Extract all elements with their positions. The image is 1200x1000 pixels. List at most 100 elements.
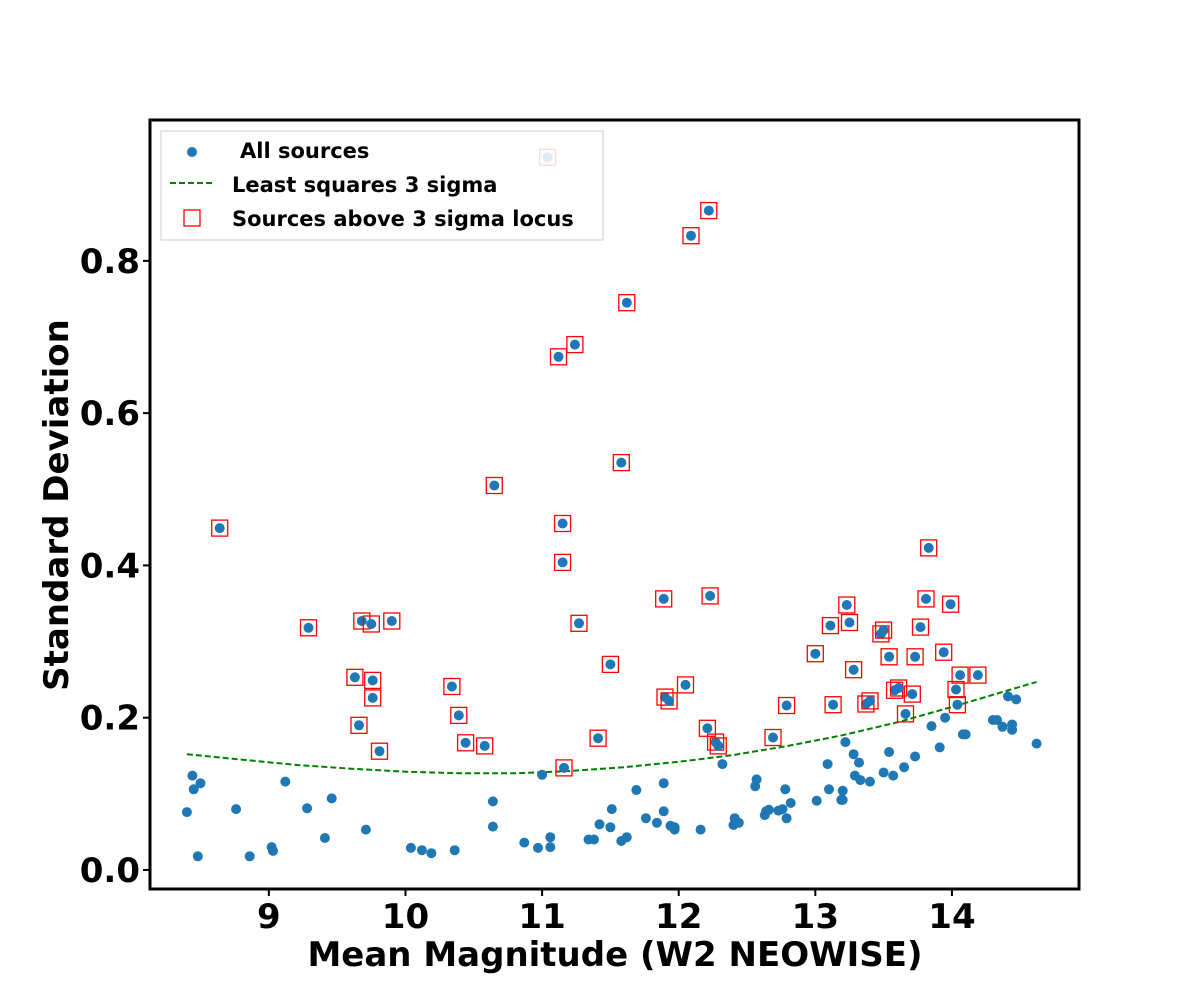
- data-point-above-locus: [865, 695, 875, 706]
- legend-box: [160, 130, 604, 241]
- above-locus-marker: [764, 728, 782, 747]
- data-point-above-locus: [703, 205, 714, 216]
- y-tick-label: 0.4: [80, 546, 140, 586]
- above-locus-marker: [566, 335, 584, 354]
- above-locus-marker: [821, 616, 840, 635]
- data-point-above-locus: [569, 339, 580, 350]
- x-tick-label: 13: [792, 897, 839, 937]
- data-point-above-locus: [664, 695, 675, 706]
- above-locus-marker: [874, 621, 893, 639]
- above-locus-marker: [941, 595, 960, 613]
- data-point: [537, 769, 548, 780]
- above-locus-marker: [947, 680, 965, 699]
- above-locus-marker: [951, 666, 969, 684]
- data-point: [1007, 724, 1018, 735]
- data-point: [695, 824, 706, 835]
- data-point-above-locus: [489, 480, 500, 491]
- fit-line: [186, 680, 1037, 775]
- above-locus-marker: [861, 692, 879, 710]
- data-point: [865, 776, 875, 787]
- data-point: [606, 804, 617, 815]
- above-locus-marker: [555, 759, 573, 777]
- data-point-above-locus: [621, 297, 632, 308]
- data-point-above-locus: [910, 651, 921, 662]
- above-locus-marker: [383, 612, 401, 630]
- data-point: [405, 842, 416, 853]
- above-locus-marker: [364, 671, 382, 690]
- above-locus-marker: [701, 587, 719, 605]
- data-point: [888, 770, 899, 781]
- above-locus-marker: [935, 643, 953, 661]
- data-point-above-locus: [945, 599, 956, 610]
- data-point: [751, 774, 762, 785]
- above-locus-marker: [709, 737, 727, 755]
- data-point: [854, 757, 864, 768]
- data-point-above-locus: [367, 692, 378, 703]
- above-locus-marker: [211, 519, 229, 537]
- data-point: [811, 795, 822, 806]
- above-locus-marker: [838, 596, 856, 614]
- data-point: [780, 784, 791, 795]
- above-locus-marker: [362, 615, 380, 633]
- data-point: [181, 807, 192, 818]
- data-point-above-locus: [878, 625, 889, 636]
- data-point: [231, 804, 242, 815]
- data-point-above-locus: [386, 616, 397, 626]
- y-tick-label: 0.6: [80, 394, 140, 434]
- x-tick-label: 12: [655, 897, 702, 937]
- data-point: [545, 832, 556, 843]
- legend-label-fit: Least squares 3 sigma: [232, 173, 497, 197]
- data-point: [899, 762, 910, 773]
- above-locus-marker: [896, 705, 915, 723]
- data-point: [640, 813, 651, 824]
- data-point: [763, 804, 774, 815]
- data-point-above-locus: [884, 651, 895, 662]
- data-point: [487, 821, 498, 832]
- data-point: [280, 776, 291, 787]
- data-point-above-locus: [553, 351, 564, 362]
- data-point: [910, 751, 921, 762]
- axis-ticks: 9 10 11 12 13 14 0.0 0.2 0.4 0.6 0.8: [80, 242, 976, 937]
- data-point: [416, 845, 427, 856]
- data-point-above-locus: [841, 600, 852, 610]
- data-point-above-locus: [366, 619, 377, 629]
- above-locus-marker: [370, 742, 389, 760]
- data-point-above-locus: [446, 681, 457, 692]
- above-locus-marker: [570, 614, 588, 632]
- data-point: [926, 721, 937, 732]
- legend-label-above: Sources above 3 sigma locus: [232, 207, 574, 231]
- data-point-above-locus: [952, 699, 963, 710]
- data-point-above-locus: [356, 616, 367, 626]
- data-point: [777, 804, 788, 815]
- data-point-above-locus: [844, 617, 855, 628]
- x-tick-label: 14: [928, 897, 975, 937]
- y-tick-label: 0.2: [80, 699, 140, 739]
- data-point: [589, 834, 599, 845]
- data-point: [934, 742, 945, 753]
- above-locus-marker: [806, 645, 824, 663]
- data-point: [781, 813, 792, 824]
- y-tick-label: 0.8: [80, 242, 140, 282]
- data-point: [195, 778, 206, 789]
- data-point-above-locus: [810, 648, 821, 659]
- data-point-above-locus: [848, 664, 859, 675]
- above-locus-marker: [655, 590, 673, 608]
- data-point: [992, 715, 1002, 725]
- data-point-above-locus: [557, 557, 568, 568]
- data-point: [658, 806, 669, 817]
- data-point: [519, 837, 530, 848]
- data-point-above-locus: [593, 733, 604, 744]
- data-point-above-locus: [686, 230, 696, 241]
- above-locus-marker: [903, 685, 921, 703]
- above-locus-marker: [906, 648, 924, 666]
- above-locus-marker: [911, 618, 930, 636]
- y-tick-label: 0.0: [80, 851, 140, 891]
- axes-frame: [148, 118, 1081, 891]
- data-point: [244, 851, 255, 862]
- data-point: [631, 785, 642, 795]
- above-locus-marker: [676, 676, 695, 694]
- data-point: [733, 817, 744, 828]
- data-point: [717, 759, 728, 770]
- above-locus-marker: [824, 696, 842, 714]
- data-point: [651, 817, 662, 828]
